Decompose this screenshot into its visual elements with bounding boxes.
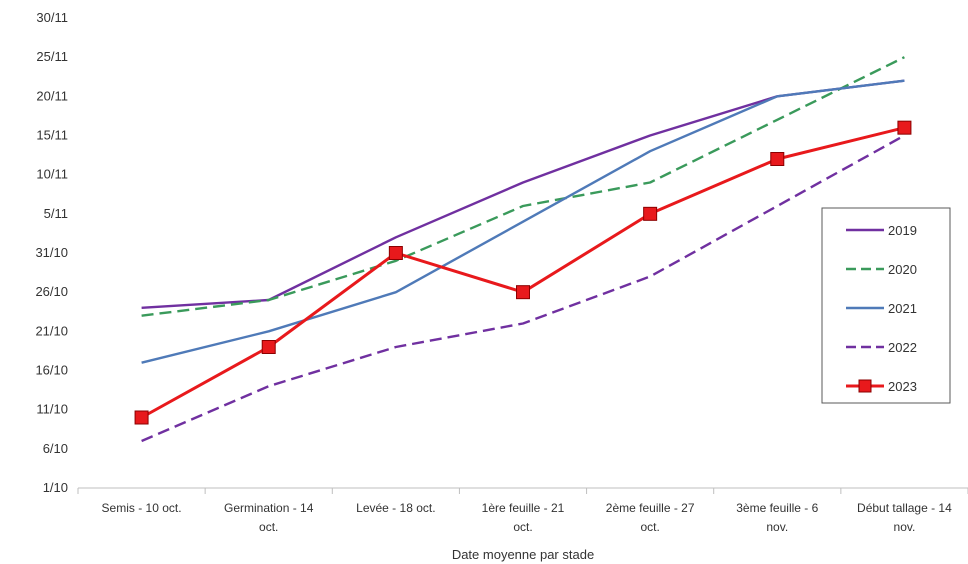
legend-marker-2023 bbox=[858, 379, 872, 393]
data-point-2023 bbox=[388, 246, 403, 260]
data-point-2023 bbox=[770, 152, 785, 166]
data-point-2023 bbox=[516, 285, 530, 300]
y-tick-label: 6/10 bbox=[43, 441, 68, 456]
legend-label-2019: 2019 bbox=[888, 223, 917, 238]
data-point-2023 bbox=[261, 340, 276, 354]
series-line-2020 bbox=[141, 56, 905, 317]
x-category-label: Levée - 18 oct. bbox=[356, 501, 435, 515]
y-tick-label: 25/11 bbox=[36, 49, 68, 64]
legend: 2019 2020 2021 2022 2023 bbox=[821, 207, 951, 404]
data-point-2023 bbox=[897, 120, 912, 135]
series-line-2023 bbox=[140, 126, 905, 419]
y-tick-label: 16/10 bbox=[35, 363, 68, 378]
legend-box bbox=[821, 207, 951, 404]
y-tick-label: 11/10 bbox=[36, 402, 68, 417]
x-axis-category-labels: Semis - 10 oct. Germination - 14 oct. Levée… bbox=[102, 501, 953, 534]
x-category-label: 3ème feuille - 6 nov. bbox=[736, 501, 818, 534]
data-point-2023 bbox=[643, 206, 658, 221]
x-category-label: 2ème feuille - 27 oct. bbox=[606, 501, 695, 534]
legend-label-2023: 2023 bbox=[888, 379, 917, 394]
series-line-2021 bbox=[141, 79, 905, 364]
y-tick-label: 30/11 bbox=[36, 10, 68, 25]
legend-label-2021: 2021 bbox=[888, 301, 917, 316]
legend-label-2022: 2022 bbox=[888, 340, 917, 355]
x-category-label: Début tallage - 14 nov. bbox=[857, 501, 952, 534]
y-tick-label: 1/10 bbox=[43, 480, 68, 495]
y-tick-label: 26/10 bbox=[35, 284, 68, 299]
x-category-label: Semis - 10 oct. bbox=[102, 501, 182, 515]
x-axis-title: Date moyenne par stade bbox=[452, 547, 594, 562]
y-tick-label: 10/11 bbox=[36, 167, 68, 182]
data-point-2023 bbox=[134, 410, 149, 425]
y-tick-label: 20/11 bbox=[36, 88, 68, 103]
y-tick-label: 5/11 bbox=[44, 206, 68, 221]
series-line-2022 bbox=[141, 134, 905, 443]
x-axis bbox=[77, 487, 968, 494]
y-axis-tick-labels: 1/10 6/10 11/10 16/10 21/10 26/10 31/10 5/11 10/… bbox=[35, 10, 68, 495]
x-category-label: 1ère feuille - 21 oct. bbox=[482, 501, 565, 534]
y-tick-label: 21/10 bbox=[35, 323, 68, 338]
y-tick-label: 31/10 bbox=[35, 245, 68, 260]
series-lines bbox=[134, 56, 912, 443]
legend-label-2020: 2020 bbox=[888, 262, 917, 277]
y-tick-label: 15/11 bbox=[36, 128, 68, 143]
x-category-label: Germination - 14 oct. bbox=[224, 501, 314, 534]
